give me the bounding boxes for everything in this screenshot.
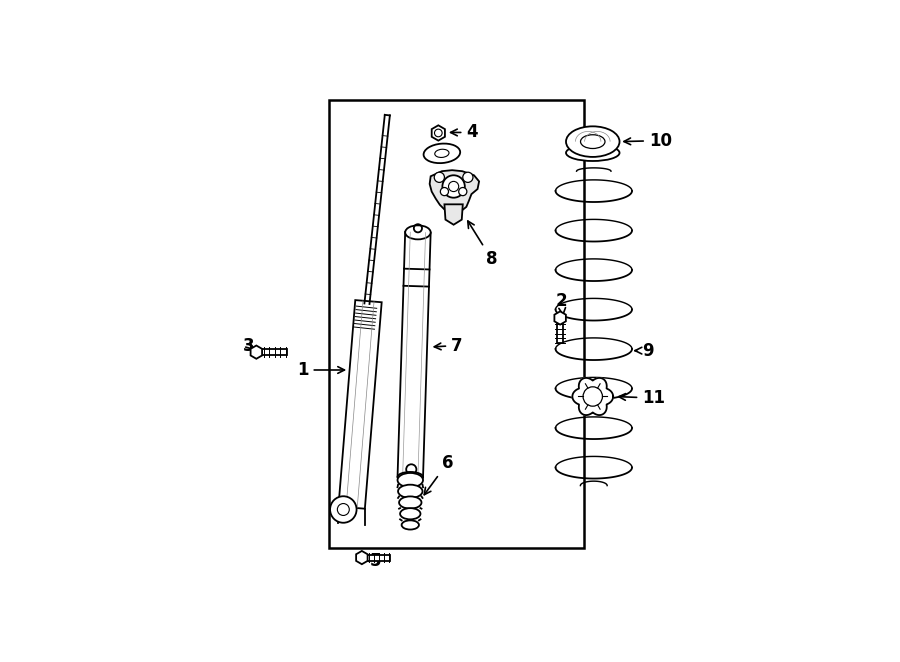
Circle shape bbox=[330, 496, 356, 523]
Polygon shape bbox=[557, 318, 563, 344]
Text: 3: 3 bbox=[243, 336, 255, 355]
Ellipse shape bbox=[398, 472, 423, 482]
Polygon shape bbox=[356, 551, 367, 564]
Polygon shape bbox=[432, 125, 445, 140]
Bar bbox=[328, 100, 583, 548]
Circle shape bbox=[583, 387, 602, 406]
Text: 6: 6 bbox=[424, 453, 454, 495]
Ellipse shape bbox=[580, 135, 605, 148]
Text: 4: 4 bbox=[451, 123, 478, 142]
Ellipse shape bbox=[424, 144, 460, 163]
Circle shape bbox=[434, 172, 445, 183]
Ellipse shape bbox=[405, 225, 431, 240]
Polygon shape bbox=[362, 555, 390, 561]
Ellipse shape bbox=[566, 126, 619, 157]
Ellipse shape bbox=[566, 145, 619, 161]
Polygon shape bbox=[354, 303, 377, 333]
Text: 11: 11 bbox=[619, 389, 665, 407]
Circle shape bbox=[463, 172, 473, 183]
Circle shape bbox=[443, 175, 464, 198]
Text: 7: 7 bbox=[435, 336, 463, 355]
Ellipse shape bbox=[400, 508, 420, 520]
Ellipse shape bbox=[398, 473, 423, 487]
Text: 2: 2 bbox=[555, 292, 567, 316]
Polygon shape bbox=[250, 346, 262, 359]
Polygon shape bbox=[338, 300, 382, 508]
Text: 10: 10 bbox=[624, 132, 671, 150]
Ellipse shape bbox=[399, 496, 421, 508]
Text: 9: 9 bbox=[635, 342, 653, 359]
Text: 8: 8 bbox=[468, 221, 497, 268]
Circle shape bbox=[440, 187, 448, 196]
Polygon shape bbox=[572, 378, 613, 415]
Text: 5: 5 bbox=[364, 552, 381, 570]
Ellipse shape bbox=[398, 485, 422, 498]
Polygon shape bbox=[445, 205, 463, 224]
Circle shape bbox=[459, 187, 467, 196]
Text: 1: 1 bbox=[297, 361, 345, 379]
Ellipse shape bbox=[401, 520, 419, 530]
Polygon shape bbox=[554, 311, 566, 324]
Ellipse shape bbox=[435, 149, 449, 158]
Polygon shape bbox=[256, 349, 287, 355]
Polygon shape bbox=[398, 232, 431, 477]
Polygon shape bbox=[429, 170, 479, 213]
